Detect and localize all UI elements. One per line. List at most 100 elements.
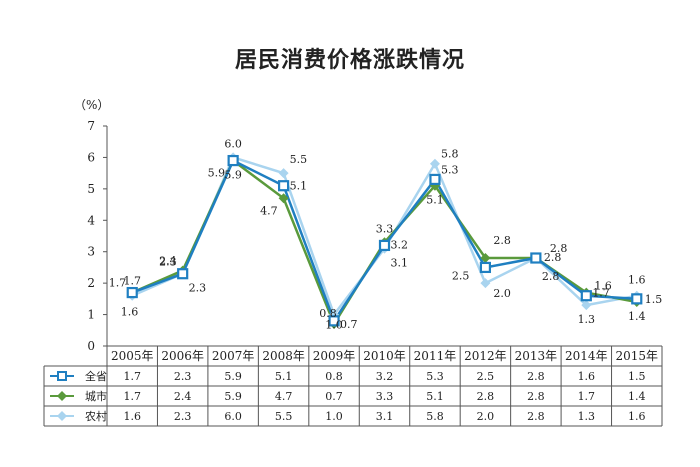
table-cell: 2.8 [527,390,545,403]
table-cell: 6.0 [224,410,242,423]
data-label: 3.1 [391,257,409,270]
data-label: 3.2 [391,238,409,251]
data-point [126,286,138,299]
table-cell: 5.3 [426,370,444,383]
y-tick-label: 1 [87,308,95,322]
table-cell: 2.8 [527,410,545,423]
table-cell: 2.3 [174,370,192,383]
data-label: 1.6 [121,306,139,319]
table-cell: 0.7 [325,390,343,403]
data-label: 0.7 [340,318,358,331]
y-unit-label: （%） [74,98,110,112]
table-cell: 5.5 [275,410,293,423]
data-label: 2.0 [493,287,511,300]
data-label: 5.8 [441,148,459,161]
chart-title: 居民消费价格涨跌情况 [234,47,465,73]
data-point [429,158,440,169]
data-label: 2.8 [542,270,560,283]
data-label: 6.0 [224,137,242,150]
x-category-label: 2006年 [161,349,204,363]
table-cell: 1.5 [628,370,646,383]
data-label: 2.5 [452,269,470,282]
x-category-label: 2005年 [111,349,154,363]
data-label: 5.1 [290,180,308,193]
data-label: 2.4 [159,255,177,268]
table-cell: 2.4 [174,390,192,403]
data-point [378,239,391,252]
y-tick-label: 4 [87,213,95,227]
data-label: 1.3 [578,313,596,326]
y-tick-label: 5 [87,182,95,196]
table-cell: 1.4 [628,390,646,403]
table-cell: 2.0 [477,410,495,423]
data-label: 1.6 [628,274,646,287]
data-label: 2.3 [159,256,177,269]
legend-series-name: 城市 [85,389,107,403]
data-point [278,193,289,204]
table-cell: 3.3 [376,390,394,403]
table-cell: 5.9 [224,390,242,403]
x-category-label: 2013年 [515,349,558,363]
data-label: 1.0 [325,319,343,332]
table-cell: 5.1 [275,370,293,383]
data-label: 5.3 [441,163,459,176]
data-label: 1.6 [594,280,612,293]
table-cell: 5.8 [426,410,444,423]
data-point [278,168,289,179]
legend-key-marker [57,371,67,381]
data-label: 2.8 [493,234,511,247]
table-cell: 1.7 [578,390,596,403]
table-cell: 2.3 [174,410,192,423]
data-label: 1.7 [592,287,610,300]
y-tick-label: 3 [87,245,95,259]
data-point [580,290,592,302]
table-cell: 1.6 [628,410,646,423]
data-label: 1.4 [628,310,646,323]
data-point [530,252,542,264]
table-cell: 0.8 [325,370,343,383]
x-category-label: 2011年 [414,349,457,363]
table-cell: 1.6 [578,370,596,383]
table-cell: 2.5 [477,370,495,383]
y-tick-label: 2 [87,276,95,290]
table-cell: 1.7 [123,390,141,403]
data-point [328,315,340,327]
x-category-label: 2008年 [262,349,305,363]
table-cell: 4.7 [275,390,293,403]
data-point [581,300,592,311]
table-cell: 1.3 [578,410,596,423]
data-point [177,268,189,280]
data-label: 5.9 [208,167,226,180]
table-cell: 2.8 [477,390,495,403]
data-label: 1.7 [109,277,127,290]
table-cell: 1.6 [123,410,141,423]
data-point [631,293,643,305]
table-cell: 5.9 [224,370,242,383]
table-cell: 2.8 [527,370,545,383]
x-category-label: 2014年 [565,349,608,363]
data-label: 2.8 [544,251,562,264]
legend-series-name: 农村 [85,409,107,423]
data-point [277,180,290,192]
x-category-label: 2009年 [313,349,356,363]
x-category-label: 2010年 [363,349,406,363]
data-label: 2.3 [189,282,207,295]
table-cell: 1.0 [325,410,343,423]
y-tick-label: 0 [87,339,95,353]
data-label: 1.7 [123,275,141,288]
table-cell: 5.1 [426,390,444,403]
x-category-label: 2015年 [615,349,658,363]
table-cell: 3.1 [376,410,394,423]
data-point [479,261,492,274]
legend-key-marker [57,411,67,421]
data-label: 4.7 [260,204,278,217]
data-point [480,253,491,263]
data-label: 3.3 [376,222,394,235]
data-label: 5.5 [290,153,308,166]
data-label: 1.5 [645,293,663,306]
legend-series-name: 全省 [85,369,107,383]
legend-key-marker [57,391,67,401]
data-point [480,278,491,289]
data-label: 2.8 [550,242,568,255]
